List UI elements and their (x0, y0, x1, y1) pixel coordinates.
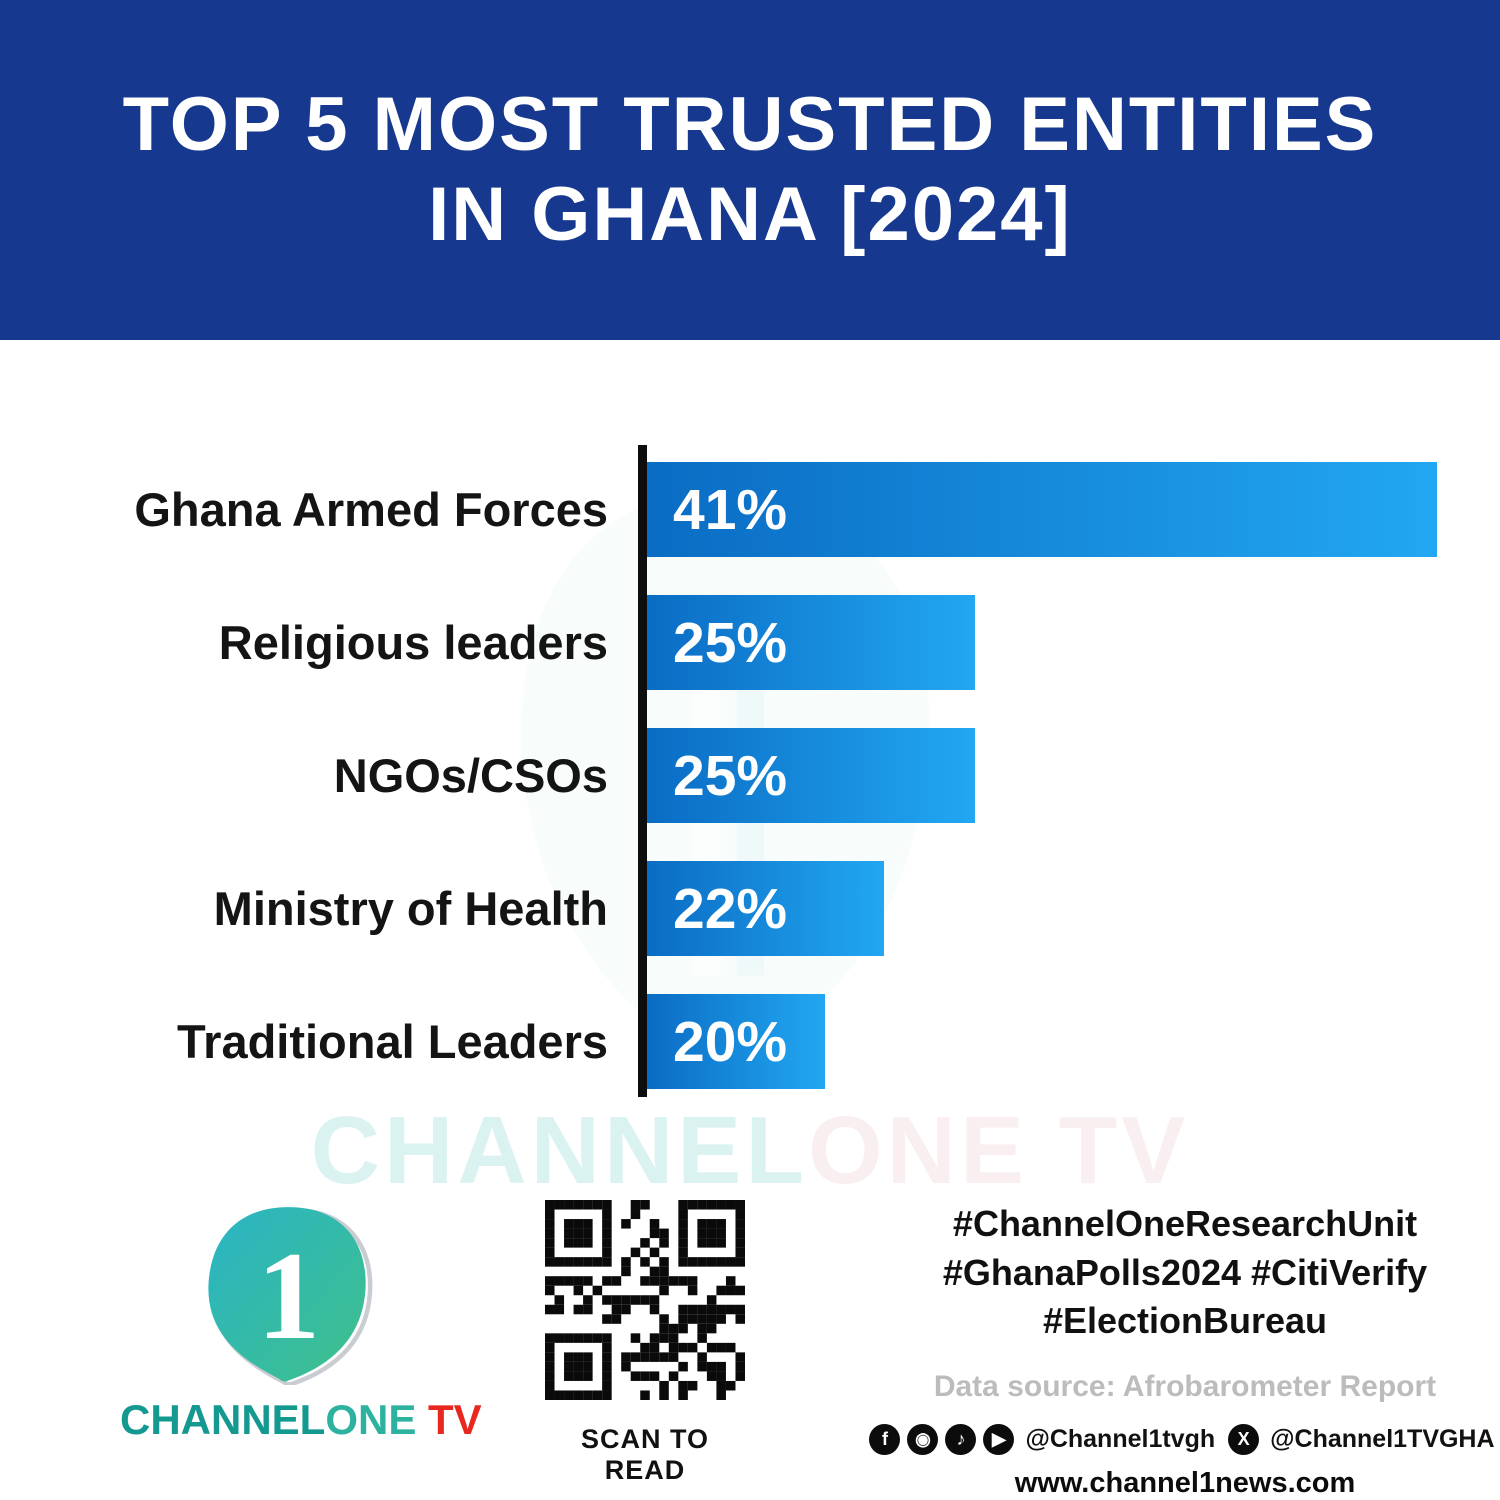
brand-watermark: CHANNELONE TV (310, 1097, 1190, 1204)
chart-axis-line (638, 445, 647, 1097)
bar-row-religious-leaders: Religious leaders 25% (60, 595, 1437, 690)
category-label: NGOs/CSOs (333, 749, 608, 802)
social-handle-2: @Channel1TVGHA (1270, 1424, 1495, 1453)
hashtag-line: #GhanaPolls2024 #CitiVerify (942, 1251, 1428, 1293)
bar-row-traditional-leaders: Traditional Leaders 20% (60, 994, 1437, 1089)
hashtag-line: #ElectionBureau (1042, 1300, 1328, 1342)
bar-segment: 25% (647, 728, 975, 823)
youtube-icon: ▶ (983, 1423, 1015, 1455)
channel-one-wordmark: CHANNELONE TV (120, 1396, 482, 1443)
value-label: 20% (673, 1009, 788, 1074)
data-source: Data source: Afrobarometer Report (933, 1369, 1437, 1403)
category-label: Traditional Leaders (177, 1015, 608, 1068)
x-icon: X (1228, 1423, 1260, 1455)
qr-caption: SCAN TO READ (580, 1424, 709, 1485)
facebook-icon: f (869, 1423, 901, 1455)
page-title-line2: IN GHANA [2024] (428, 172, 1072, 257)
logo-digit: 1 (256, 1226, 319, 1366)
value-label: 22% (673, 876, 788, 941)
category-label: Ministry of Health (213, 882, 608, 935)
qr-section: SCAN TO READ (540, 1200, 750, 1486)
bar-row-ministry-of-health: Ministry of Health 22% (60, 861, 1437, 956)
page-title-line1: TOP 5 MOST TRUSTED ENTITIES (122, 82, 1378, 168)
tiktok-icon: ♪ (945, 1423, 977, 1455)
footer-info: #ChannelOneResearchUnit #GhanaPolls2024 … (869, 1200, 1495, 1500)
bar-segment: 41% (647, 462, 1437, 557)
channel-one-logo-mark: 1 (207, 1207, 372, 1387)
title-banner: TOP 5 MOST TRUSTED ENTITIES IN GHANA [20… (0, 0, 1500, 340)
qr-code (545, 1200, 745, 1400)
category-label: Ghana Armed Forces (134, 483, 608, 536)
bar-segment: 22% (647, 861, 884, 956)
social-row: f ◉ ♪ ▶ @Channel1tvgh X @Channel1TVGHA (869, 1423, 1495, 1455)
bar-row-ngos-csos: NGOs/CSOs 25% (60, 728, 1437, 823)
bar-segment: 20% (647, 994, 825, 1089)
instagram-icon: ◉ (907, 1423, 939, 1455)
value-label: 25% (673, 610, 788, 675)
channel-one-logo: 1 CHANNELONE TV (120, 1195, 482, 1444)
social-handle-1: @Channel1tvgh (1025, 1424, 1216, 1453)
hashtag-line: #ChannelOneResearchUnit (952, 1203, 1418, 1244)
bar-row-ghana-armed-forces: Ghana Armed Forces 41% (60, 462, 1437, 557)
bar-chart: Ghana Armed Forces 41% Religious leaders… (60, 445, 1437, 1097)
value-label: 25% (673, 743, 788, 808)
bar-segment: 25% (647, 595, 975, 690)
category-label: Religious leaders (218, 616, 608, 669)
value-label: 41% (673, 477, 788, 542)
website-url: www.channel1news.com (1014, 1466, 1356, 1499)
